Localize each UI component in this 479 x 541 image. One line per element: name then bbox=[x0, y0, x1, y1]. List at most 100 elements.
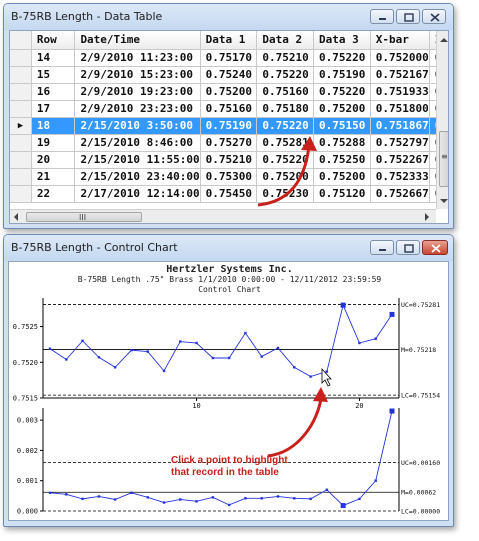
table-cell[interactable]: 0.75210 bbox=[200, 151, 258, 169]
vertical-scrollbar[interactable]: ≡ bbox=[436, 31, 449, 209]
table-cell[interactable]: 0.75220 bbox=[313, 49, 371, 67]
table-cell[interactable]: 22 bbox=[31, 185, 76, 203]
column-header-row[interactable]: Row bbox=[31, 31, 76, 50]
table-cell[interactable]: 20 bbox=[31, 151, 76, 169]
table-cell[interactable]: 0.75170 bbox=[200, 49, 258, 67]
row-selector[interactable] bbox=[10, 66, 32, 84]
data-point[interactable] bbox=[389, 311, 395, 317]
table-row[interactable]: 19 2/15/2010 8:46:00 0.75270 0.75281 0.75288… bbox=[10, 134, 448, 152]
table-cell[interactable]: 0.75180 bbox=[256, 100, 315, 118]
data-point[interactable] bbox=[162, 501, 166, 504]
chart-minimize-button[interactable] bbox=[370, 240, 394, 255]
table-cell[interactable]: 0.751800 bbox=[370, 100, 430, 118]
table-row[interactable]: 15 2/9/2010 15:23:00 0.75240 0.75220 0.75190… bbox=[10, 66, 448, 84]
data-point[interactable] bbox=[389, 408, 395, 414]
maximize-button[interactable] bbox=[396, 9, 420, 24]
horizontal-scrollbar[interactable]: III bbox=[10, 209, 436, 223]
table-row[interactable]: 20 2/15/2010 11:55:00 0.75210 0.75220 0.7525… bbox=[10, 151, 448, 169]
data-point[interactable] bbox=[374, 337, 377, 340]
table-cell[interactable]: 17 bbox=[31, 100, 76, 118]
table-cell[interactable]: 0.752333 bbox=[370, 168, 430, 186]
data-point[interactable] bbox=[130, 348, 133, 352]
control-chart-titlebar[interactable]: B-75RB Length - Control Chart bbox=[4, 235, 453, 261]
data-point[interactable] bbox=[340, 302, 346, 308]
data-point[interactable] bbox=[113, 498, 117, 501]
data-point[interactable] bbox=[162, 369, 166, 373]
table-cell[interactable]: 0.75200 bbox=[313, 168, 371, 186]
table-cell[interactable]: 21 bbox=[31, 168, 76, 186]
data-point[interactable] bbox=[276, 346, 280, 350]
data-point[interactable] bbox=[97, 495, 101, 498]
table-cell[interactable]: 0.75210 bbox=[256, 49, 315, 67]
table-cell[interactable]: 2/15/2010 8:46:00 bbox=[74, 134, 201, 152]
data-point[interactable] bbox=[211, 356, 215, 360]
table-row[interactable]: 14 2/9/2010 11:23:00 0.75170 0.75210 0.75220… bbox=[10, 49, 448, 67]
data-point[interactable] bbox=[195, 341, 198, 345]
column-header-data3[interactable]: Data 3 bbox=[313, 31, 371, 50]
table-row[interactable]: 16 2/9/2010 19:23:00 0.75200 0.75160 0.75220… bbox=[10, 83, 448, 101]
table-cell[interactable]: 15 bbox=[31, 66, 76, 84]
minimize-button[interactable] bbox=[370, 9, 394, 24]
table-cell[interactable]: 18 bbox=[31, 117, 76, 135]
table-cell[interactable]: 0.75220 bbox=[256, 151, 315, 169]
scroll-left-icon[interactable] bbox=[10, 210, 24, 224]
table-cell[interactable]: 0.75200 bbox=[256, 168, 315, 186]
table-cell[interactable]: 0.75220 bbox=[313, 83, 371, 101]
table-cell[interactable]: 0.752167 bbox=[370, 66, 430, 84]
table-cell[interactable]: 0.752000 bbox=[370, 49, 430, 67]
column-header-data2[interactable]: Data 2 bbox=[256, 31, 315, 50]
table-cell[interactable]: 0.75300 bbox=[200, 168, 258, 186]
row-selector[interactable]: ▶ bbox=[10, 117, 32, 135]
data-point[interactable] bbox=[260, 497, 263, 500]
scroll-right-icon[interactable] bbox=[420, 210, 434, 224]
table-cell[interactable]: 0.75190 bbox=[200, 117, 258, 135]
table-cell[interactable]: 0.75120 bbox=[313, 185, 371, 203]
control-chart-svg[interactable]: 0.7515 0.7520 0.7525 10 20 UC=0.75281 M=0.7521… bbox=[9, 262, 450, 520]
data-point[interactable] bbox=[65, 358, 68, 361]
data-point[interactable] bbox=[293, 497, 296, 500]
data-table-titlebar[interactable]: B-75RB Length - Data Table bbox=[4, 4, 453, 30]
data-point[interactable] bbox=[65, 493, 68, 496]
table-cell[interactable]: 0.75160 bbox=[200, 100, 258, 118]
data-point[interactable] bbox=[244, 497, 247, 500]
table-cell[interactable]: 0.75230 bbox=[256, 185, 315, 203]
table-cell[interactable]: 2/15/2010 23:40:00 bbox=[74, 168, 201, 186]
data-point[interactable] bbox=[340, 503, 346, 509]
scroll-up-icon[interactable] bbox=[437, 34, 449, 46]
scroll-down-icon[interactable] bbox=[437, 195, 449, 207]
chart-close-button[interactable] bbox=[422, 240, 448, 255]
table-cell[interactable]: 0.75220 bbox=[256, 117, 315, 135]
table-cell[interactable]: 2/9/2010 15:23:00 bbox=[74, 66, 201, 84]
row-selector[interactable] bbox=[10, 134, 32, 152]
table-cell[interactable]: 0.751933 bbox=[370, 83, 430, 101]
data-point[interactable] bbox=[276, 495, 280, 498]
data-point[interactable] bbox=[81, 497, 84, 501]
data-point[interactable] bbox=[374, 479, 377, 482]
table-cell[interactable]: 0.752797 bbox=[370, 134, 430, 152]
row-selector[interactable] bbox=[10, 151, 32, 169]
data-point[interactable] bbox=[211, 496, 215, 499]
data-point[interactable] bbox=[325, 488, 329, 491]
table-cell[interactable]: 0.75250 bbox=[313, 151, 371, 169]
data-point[interactable] bbox=[81, 339, 84, 343]
data-point[interactable] bbox=[358, 497, 361, 501]
data-point[interactable] bbox=[130, 491, 133, 495]
table-cell[interactable]: 0.75200 bbox=[313, 100, 371, 118]
table-row[interactable]: 21 2/15/2010 23:40:00 0.75300 0.75200 0.7520… bbox=[10, 168, 448, 186]
table-cell[interactable]: 0.75160 bbox=[256, 83, 315, 101]
data-point[interactable] bbox=[195, 500, 198, 503]
data-point[interactable] bbox=[309, 375, 312, 378]
data-point[interactable] bbox=[48, 491, 52, 495]
table-row[interactable]: ▶ 18 2/15/2010 3:50:00 0.75190 0.75220 0.7515… bbox=[10, 117, 448, 135]
data-point[interactable] bbox=[293, 366, 296, 369]
vertical-scroll-thumb[interactable]: ≡ bbox=[439, 131, 448, 187]
table-cell[interactable]: 2/17/2010 12:14:00 bbox=[74, 185, 201, 203]
table-cell[interactable]: 0.75288 bbox=[313, 134, 371, 152]
table-cell[interactable]: 2/9/2010 19:23:00 bbox=[74, 83, 201, 101]
table-cell[interactable]: 2/9/2010 11:23:00 bbox=[74, 49, 201, 67]
data-point[interactable] bbox=[227, 356, 231, 360]
table-cell[interactable]: 0.75450 bbox=[200, 185, 258, 203]
table-cell[interactable]: 0.752667 bbox=[370, 185, 430, 203]
data-point[interactable] bbox=[113, 366, 117, 369]
data-point[interactable] bbox=[227, 503, 231, 507]
